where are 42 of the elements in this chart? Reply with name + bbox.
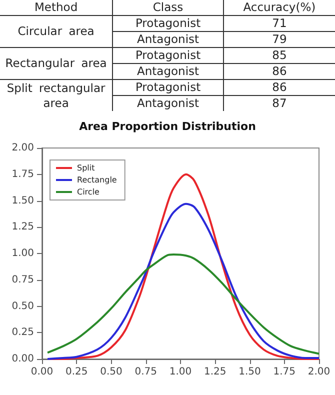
y-tick-label: 1.75 (12, 168, 34, 180)
chart-title: Area Proportion Distribution (79, 120, 256, 133)
x-tick-label: 0.00 (30, 366, 54, 378)
legend-label: Rectangle (77, 176, 117, 184)
x-tick-label: 0.75 (134, 366, 158, 378)
y-tick-label: 0.50 (12, 300, 34, 312)
y-tick-label: 0.25 (12, 327, 34, 338)
data-label: 86 (223, 80, 335, 96)
data-label: 86 (223, 64, 335, 80)
category-label: Protagonist (112, 48, 224, 64)
line-series (46, 202, 320, 360)
x-tick-label: 1.25 (204, 366, 226, 378)
data-label: 79 (223, 32, 335, 48)
x-tick-label: 2.00 (308, 366, 330, 378)
x-tick-label: 1.75 (273, 366, 296, 378)
data-label: 87 (223, 96, 335, 111)
text: Class (112, 0, 224, 16)
category-label: Rectangular area (5, 56, 107, 70)
y-tick-label: 2.00 (12, 142, 34, 154)
text: Method (0, 0, 113, 16)
category-label: Antagonist (112, 64, 224, 80)
text: Accuracy(%) (223, 0, 335, 16)
y-tick-label: 0.75 (12, 274, 34, 286)
category-label: Split rectangular area (6, 80, 106, 110)
y-tick-label: 0.00 (12, 354, 34, 364)
y-tick-label: 1.50 (12, 195, 34, 206)
category-label: Antagonist (112, 32, 224, 48)
category-label: Protagonist (112, 80, 224, 96)
data-label: 85 (223, 48, 335, 64)
x-tick-label: 0.25 (65, 366, 88, 378)
x-tick-label: 1.50 (238, 366, 261, 378)
y-tick-label: 1.25 (12, 222, 34, 233)
legend-label: Circle (77, 188, 100, 196)
category-label: Antagonist (112, 96, 224, 111)
line-series (46, 254, 320, 355)
legend-label: Split (77, 164, 95, 172)
x-tick-label: 1.00 (169, 366, 192, 378)
category-label: Protagonist (112, 16, 224, 32)
data-label: 71 (223, 16, 335, 32)
y-tick-label: 1.00 (12, 248, 34, 259)
x-tick-label: 0.50 (100, 366, 122, 378)
category-label: Circular area (18, 24, 94, 38)
